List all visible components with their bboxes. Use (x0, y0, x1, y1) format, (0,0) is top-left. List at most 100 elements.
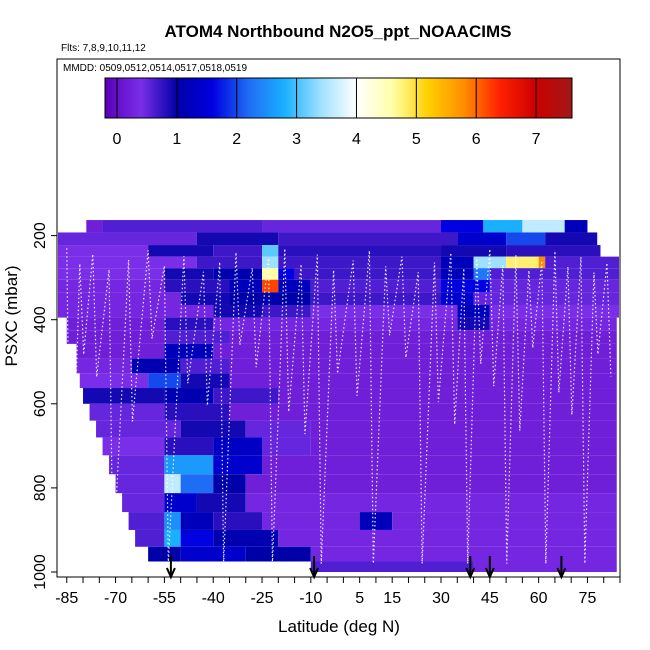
heatmap-cell (262, 220, 442, 233)
x-tick-label: -55 (153, 590, 176, 607)
profile-track (66, 248, 612, 564)
y-tick-label: 600 (32, 390, 49, 417)
heatmap-cell (229, 373, 617, 389)
heatmap-cell (66, 317, 165, 331)
heatmap-cell (58, 268, 165, 280)
heatmap-cell (102, 220, 263, 233)
heatmap-cell (262, 437, 311, 456)
heatmap-cell (213, 474, 246, 494)
heatmap-cell (545, 232, 598, 246)
colorbar-tick-label: 7 (532, 131, 541, 148)
heatmap-cell (213, 512, 263, 530)
x-tick-label: 15 (383, 590, 401, 607)
heatmap-cell (245, 493, 617, 513)
y-tick-label: 1000 (32, 554, 49, 590)
heatmap-cell (213, 437, 263, 456)
flight-profiles (66, 248, 612, 564)
heatmap-cell (310, 292, 442, 305)
heatmap-cell (473, 292, 619, 305)
heatmap-cell (164, 403, 230, 421)
heatmap-cell (262, 304, 311, 318)
arrow-head (165, 567, 176, 580)
colorbar-tick-label: 0 (113, 131, 122, 148)
heatmap-cell (213, 304, 263, 318)
heatmap-cell (457, 232, 507, 246)
heatmap-cell (489, 268, 619, 280)
colorbar-tick-label: 1 (172, 131, 181, 148)
x-tick-label: 45 (481, 590, 499, 607)
y-tick-label: 400 (32, 306, 49, 333)
heatmap-cell (213, 268, 263, 280)
heatmap-cell (128, 512, 165, 530)
heatmap-cell (180, 474, 214, 494)
heatmap-cell (58, 279, 165, 293)
x-axis: -85 -70 -55 -40 -25 -10 5 15 30 45 60 75 (55, 577, 621, 607)
heatmap-cell (196, 256, 263, 269)
heatmap-cell (213, 455, 263, 475)
colorbar-tick-label: 4 (352, 131, 361, 148)
heatmap-cell (109, 455, 165, 475)
colorbar-tick-label: 6 (472, 131, 481, 148)
heatmap-cell (58, 256, 197, 269)
colorbar-frame (104, 77, 573, 119)
chart-title: ATOM4 Northbound N2O5_ppt_NOAACIMS (165, 22, 512, 41)
heatmap-cell (441, 268, 474, 280)
heatmap-cell (148, 245, 214, 257)
heatmap-cell (76, 343, 165, 359)
colorbar-tick-label: 5 (412, 131, 421, 148)
heatmap-cell (310, 546, 617, 562)
heatmap-cell (180, 373, 230, 389)
heatmap-cell (545, 256, 619, 269)
flights-note: Flts: 7,8,9,10,11,12 (61, 43, 146, 54)
heatmap-cell (310, 304, 458, 318)
arrow-head (484, 567, 495, 580)
heatmap-cell (483, 220, 523, 233)
heatmap-cell (441, 256, 474, 269)
x-tick-label: -70 (104, 590, 127, 607)
heatmap-cell (58, 304, 214, 318)
heatmap-cell (164, 279, 230, 293)
plot-frame (56, 58, 621, 578)
heatmap-cell (262, 245, 279, 257)
heatmap-cell (229, 330, 617, 344)
heatmap-cell (164, 317, 214, 331)
heatmap-cell (180, 512, 214, 530)
heatmap-cell (278, 529, 617, 547)
heatmap-cell (213, 245, 263, 257)
heatmap-cell (229, 292, 311, 305)
flight-arrows (165, 556, 567, 580)
heatmap-cell (58, 232, 197, 246)
heatmap-cell (102, 437, 165, 456)
heatmap-cells (58, 220, 619, 572)
heatmap-cell (359, 512, 393, 530)
heatmap-cell (196, 232, 279, 246)
heatmap-cell (262, 279, 279, 293)
heatmap-cell (473, 561, 617, 572)
heatmap-cell (196, 493, 246, 513)
heatmap-cell (213, 343, 617, 359)
heatmap-cell (278, 279, 311, 293)
heatmap-cell (164, 493, 197, 513)
y-tick-label: 800 (32, 474, 49, 501)
heatmap-cell (457, 304, 490, 318)
heatmap-cell (180, 292, 230, 305)
x-tick-label: -40 (202, 590, 225, 607)
heatmap-cell (489, 279, 619, 293)
heatmap-cell (506, 245, 601, 257)
heatmap-cell (245, 546, 311, 562)
heatmap-cell (473, 268, 490, 280)
heatmap-cell (262, 455, 617, 475)
heatmap-cell (229, 403, 617, 421)
y-axis-label: PSXC (mbar) (2, 265, 21, 366)
heatmap-cell (164, 330, 230, 344)
heatmap-cell (96, 420, 181, 438)
x-tick-label: -25 (250, 590, 273, 607)
heatmap-cell (262, 512, 360, 530)
heatmap-cell (441, 245, 507, 257)
x-tick-label: -85 (55, 590, 78, 607)
heatmap-cell (180, 358, 230, 374)
heatmap-cell (79, 373, 149, 389)
heatmap-cell (164, 512, 181, 530)
colorbar (105, 78, 572, 118)
